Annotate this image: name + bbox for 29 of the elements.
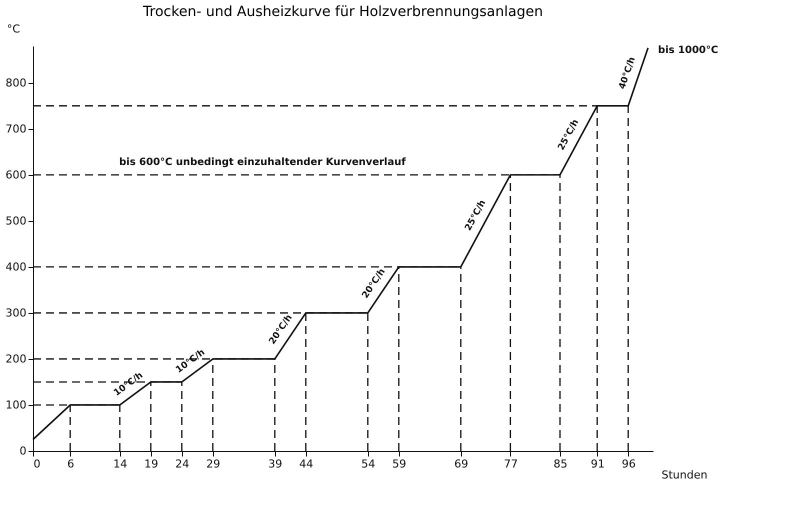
y-tick-label: 600 [6,168,26,182]
x-tick-label: 96 [622,458,636,470]
y-axis-title: °C [6,22,20,36]
y-tick-label: 500 [6,214,26,228]
y-tick-label: 800 [6,76,26,90]
chart-title: Trocken- und Ausheizkurve für Holzverbrennungsanlagen [142,4,543,20]
x-tick-label: 85 [554,458,568,470]
x-tick-label: 69 [454,458,468,470]
x-tick-label: 19 [144,458,158,470]
y-tick-label: 100 [6,398,26,412]
x-tick-label: 91 [590,458,605,470]
x-tick-label: 54 [361,458,376,470]
x-axis-title: Stunden [662,468,708,482]
x-tick-label: 24 [175,458,190,470]
annotation: bis 600°C unbedingt einzuhaltender Kurvenverlauf [119,156,406,168]
y-tick-label: 0 [20,444,26,458]
y-tick-label: 400 [6,260,26,274]
x-tick-label: 44 [299,458,314,470]
y-tick-label: 700 [6,122,26,136]
y-tick-label: 300 [6,306,26,320]
x-tick-label: 14 [113,458,128,470]
y-tick-label: 200 [6,352,26,366]
x-tick-label: 29 [206,458,220,470]
x-tick-label: 77 [504,458,518,470]
x-tick-label: 59 [392,458,406,470]
x-tick-label: 6 [67,458,74,470]
annotation: bis 1000°C [658,44,718,56]
x-tick-label: 39 [268,458,282,470]
x-tick-label: 0 [34,458,40,470]
